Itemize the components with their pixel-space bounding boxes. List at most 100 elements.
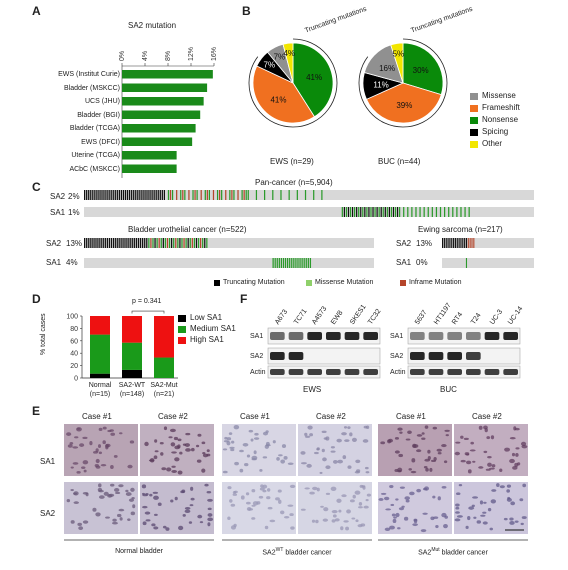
bladder-sa2-mark: [104, 238, 106, 248]
ihc-nucleus: [171, 451, 177, 454]
ihc-nucleus: [234, 461, 239, 466]
ihc-nucleus: [357, 524, 363, 528]
ihc-nucleus: [342, 455, 347, 460]
ihc-nucleus: [223, 440, 229, 443]
buc-blot-frame: [407, 365, 521, 379]
ihc-nucleus: [113, 454, 118, 458]
ihc-nucleus: [496, 483, 500, 487]
ihc-nucleus: [515, 453, 519, 457]
ihc-nucleus: [478, 425, 483, 430]
ihc-nucleus: [411, 458, 416, 463]
bladder-sa2-mark: [129, 238, 131, 248]
panel-a-bar: [122, 110, 201, 119]
ihc-nucleus: [489, 527, 493, 531]
ihc-nucleus: [429, 467, 433, 472]
ihc-nucleus: [478, 466, 484, 469]
ihc-nucleus: [354, 490, 361, 495]
ihc-nucleus: [390, 503, 395, 507]
ihc-nucleus: [278, 454, 283, 457]
ihc-nucleus: [517, 462, 521, 466]
c-legend-swatch: [400, 280, 406, 286]
ihc-nucleus: [69, 442, 74, 445]
ihc-nucleus: [278, 499, 282, 504]
ihc-nucleus: [490, 435, 495, 440]
ihc-nucleus: [380, 492, 387, 495]
ihc-nucleus: [154, 450, 159, 453]
ihc-nucleus: [458, 483, 463, 487]
d-legend-label: Low SA1: [190, 313, 223, 322]
d-legend-swatch: [178, 326, 186, 333]
pan-sa2-mark: [118, 190, 120, 200]
pan-sa2-mark: [120, 190, 123, 200]
ihc-nucleus: [358, 501, 363, 506]
ihc-row-label-sa1: SA1: [40, 457, 56, 466]
pan-sa2-mark: [100, 190, 102, 200]
panel-d-ytick-label: 0: [74, 376, 78, 383]
ihc-nucleus: [250, 438, 254, 442]
bladder-sa2-mark: [139, 238, 142, 248]
pan-sa2-mark: [124, 190, 127, 200]
bladder-sa2-mark: [171, 238, 173, 248]
ihc-nucleus: [515, 447, 520, 450]
ihc-nucleus: [229, 446, 235, 449]
c-legend-label: Missense Mutation: [315, 279, 374, 286]
bladder-sa2-mark: [115, 238, 117, 248]
ihc-nucleus: [174, 445, 180, 450]
bladder-sa1-mark: [282, 258, 285, 268]
buc-row-label: SA1: [390, 333, 404, 340]
ihc-nucleus: [432, 495, 436, 499]
ihc-nucleus: [230, 525, 237, 530]
ihc-nucleus: [207, 522, 211, 527]
ihc-nucleus: [424, 458, 431, 462]
bladder-sa2-mark: [121, 238, 123, 248]
ihc-nucleus: [248, 429, 254, 433]
ihc-nucleus: [393, 516, 397, 519]
pan-sa2-mark: [169, 190, 172, 200]
pan-sa1-mark: [392, 207, 395, 217]
ihc-nucleus: [332, 459, 338, 464]
pan-sa2-mark: [139, 190, 141, 200]
bladder-sa2-gene: SA2: [46, 239, 62, 248]
pan-sa1-mark: [341, 207, 343, 217]
ihc-nucleus: [222, 448, 228, 451]
ihc-nucleus: [476, 520, 482, 524]
ihc-nucleus: [98, 427, 103, 431]
bladder-sa1-mark: [305, 258, 307, 268]
ews-lane-label: A673: [274, 308, 290, 327]
ihc-nucleus: [246, 501, 251, 505]
ihc-nucleus: [480, 514, 486, 517]
ihc-nucleus: [345, 526, 350, 531]
ihc-nucleus: [311, 519, 316, 523]
ihc-nucleus: [512, 465, 518, 470]
pie-slice-label: 16%: [379, 64, 395, 73]
ihc-nucleus: [509, 521, 515, 525]
pan-sa2-mark: [86, 190, 88, 200]
ews-band: [288, 369, 304, 375]
ihc-nucleus: [336, 438, 342, 443]
ihc-nucleus: [513, 426, 517, 431]
ihc-nucleus: [233, 490, 238, 494]
buc-band: [428, 352, 444, 360]
ihc-nucleus: [346, 509, 351, 514]
pan-sa2-mark: [206, 190, 208, 200]
ihc-nucleus: [173, 436, 179, 441]
ewing-sa2-mark: [445, 238, 447, 248]
bladder-sa2-mark: [108, 238, 111, 248]
d-category-count: (n=21): [153, 391, 175, 398]
ihc-nucleus: [509, 437, 516, 440]
pan-sa1-mark: [345, 207, 348, 217]
pan-sa2-mark: [153, 190, 155, 200]
bladder-sa2-mark: [202, 238, 204, 248]
bladder-sa1-mark: [287, 258, 289, 268]
pan-sa2-mark: [167, 190, 170, 200]
bladder-sa2-mark: [191, 238, 193, 248]
bladder-sa2-bg: [84, 238, 374, 248]
bladder-sa2-mark: [123, 238, 125, 248]
ihc-nucleus: [77, 522, 82, 526]
ewing-sa1-bg: [442, 258, 534, 268]
ihc-nucleus: [366, 493, 372, 497]
ihc-nucleus: [232, 493, 238, 496]
ihc-nucleus: [344, 439, 350, 443]
pie-buc: 30% 39% 11% 16% 5%: [358, 38, 448, 128]
bladder-sa2-mark: [102, 238, 104, 248]
